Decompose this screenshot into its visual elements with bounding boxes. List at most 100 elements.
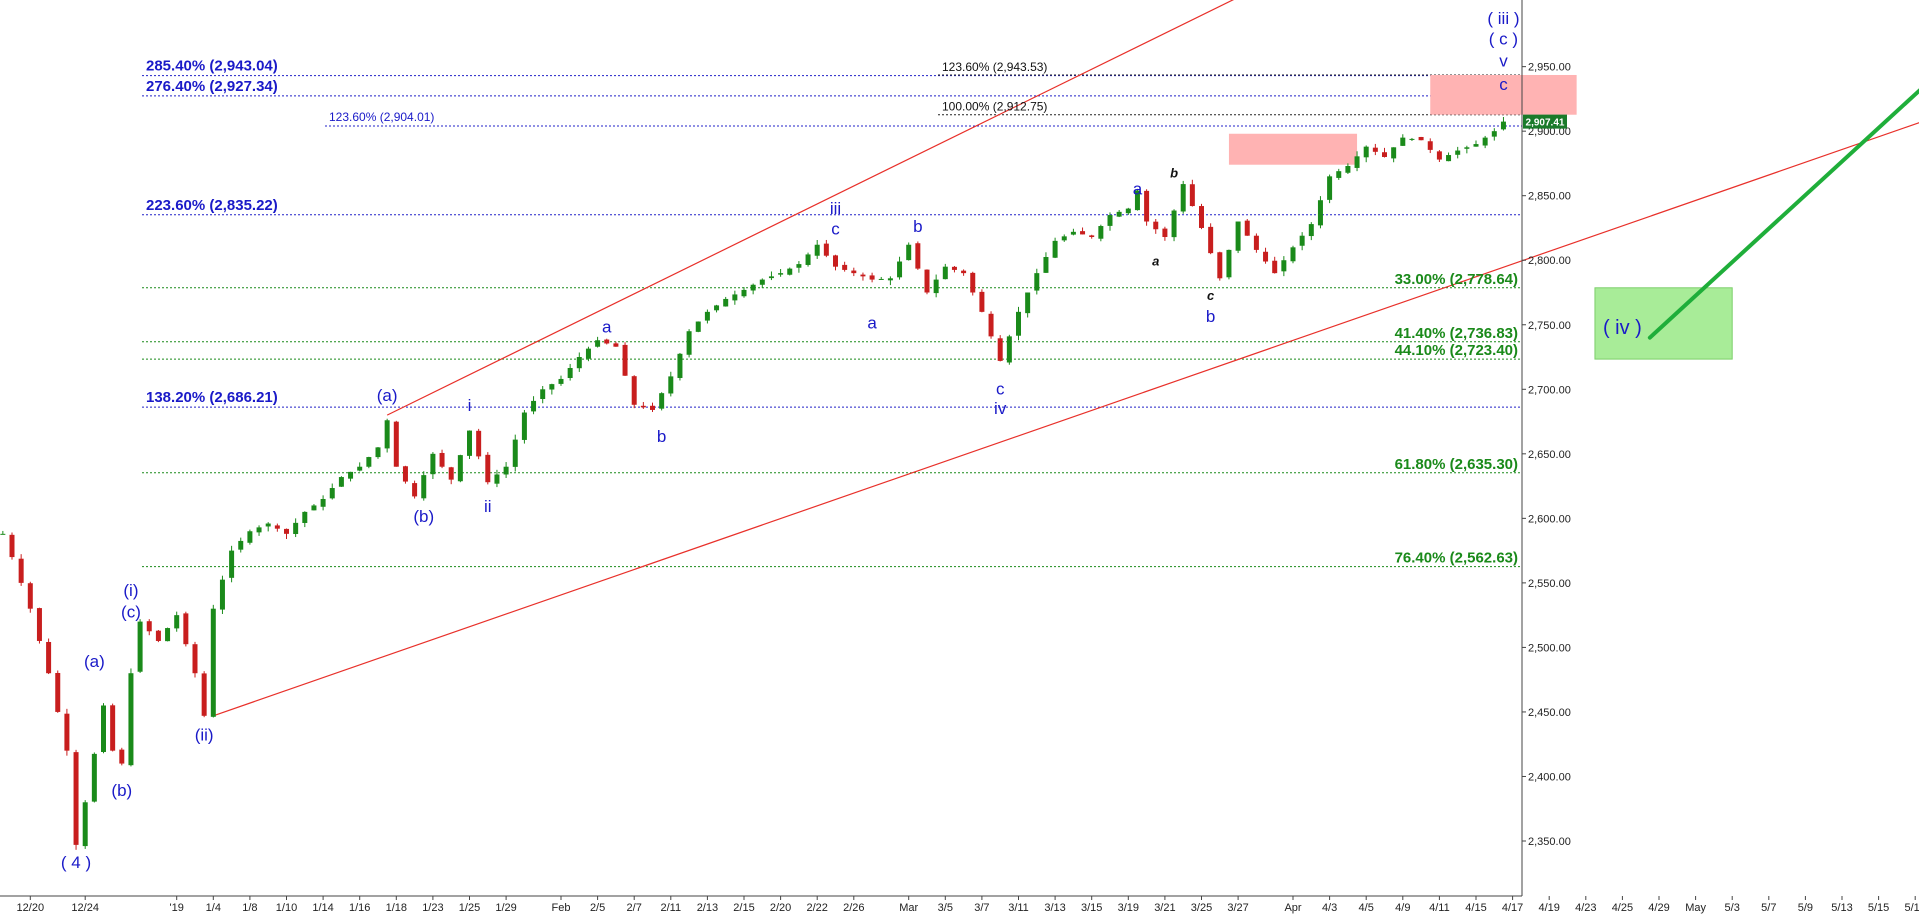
candle-body <box>101 705 106 753</box>
y-tick-label: 2,400.00 <box>1528 771 1571 783</box>
candle-body <box>622 344 628 376</box>
candle-body <box>869 275 875 280</box>
x-tick-label: 1/4 <box>206 902 221 914</box>
y-tick-label: 2,650.00 <box>1528 449 1571 461</box>
candle-body <box>467 430 472 456</box>
x-tick-label: 3/11 <box>1008 902 1029 914</box>
candle-body <box>695 321 701 332</box>
candle-body <box>1052 240 1058 258</box>
candle-body <box>549 384 555 390</box>
candle-body <box>1281 260 1287 272</box>
candle-body <box>1290 247 1296 262</box>
x-tick-label: 4/29 <box>1648 902 1669 914</box>
candle-body <box>979 291 985 312</box>
fib-level-label: 41.40% (2,736.83) <box>1395 325 1518 342</box>
wave-label: c <box>1499 75 1508 94</box>
x-tick-label: 5/13 <box>1831 902 1852 914</box>
x-tick-label: 2/7 <box>627 902 642 914</box>
candle-body <box>1455 150 1461 155</box>
fib-level-label: 285.40% (2,943.04) <box>146 58 278 75</box>
x-tick-label: 5/15 <box>1868 902 1889 914</box>
x-tick-label: 4/9 <box>1395 902 1410 914</box>
candle-body <box>219 579 225 610</box>
x-tick-label: 3/13 <box>1044 902 1065 914</box>
x-tick-label: 5/7 <box>1761 902 1776 914</box>
candle-body <box>915 243 921 269</box>
candle-body <box>741 289 747 297</box>
wave-label: a <box>867 314 877 333</box>
fib-level-label: 123.60% (2,904.01) <box>329 110 434 124</box>
x-tick-label: Feb <box>552 902 571 914</box>
candle-body <box>430 453 436 475</box>
fib-level-label: 223.60% (2,835.22) <box>146 197 278 214</box>
x-tick-label: 2/11 <box>661 902 682 914</box>
candle-body <box>229 550 235 578</box>
candle-body <box>704 311 710 321</box>
candle-body <box>155 630 161 641</box>
candle-body <box>576 357 582 369</box>
candle-body <box>1491 131 1497 137</box>
y-tick-label: 2,950.00 <box>1528 62 1571 74</box>
candle-body <box>1436 151 1442 160</box>
candle-body <box>247 531 253 543</box>
candle-body <box>1208 226 1214 254</box>
candle-body <box>329 488 335 499</box>
candle-body <box>585 348 591 359</box>
candle-body <box>110 705 116 751</box>
candle-body <box>256 527 262 533</box>
x-tick-label: 1/29 <box>495 902 516 914</box>
candle-body <box>1043 257 1049 273</box>
candle-body <box>659 393 665 409</box>
candle-body <box>1171 210 1177 238</box>
y-tick-label: 2,800.00 <box>1528 255 1571 267</box>
wave-label: (b) <box>111 781 132 800</box>
candle-body <box>1199 206 1204 228</box>
candle-body <box>1226 249 1232 278</box>
x-tick-label: 4/19 <box>1538 902 1559 914</box>
wave-label: i <box>468 396 472 415</box>
candle-body <box>1372 147 1378 152</box>
wave-label: (b) <box>413 507 434 526</box>
candle-body <box>1116 211 1122 217</box>
x-tick-label: 1/23 <box>422 902 443 914</box>
candle-body <box>1061 236 1067 241</box>
candle-body <box>1382 152 1387 157</box>
x-tick-label: 2/15 <box>733 902 754 914</box>
candle-body <box>540 389 546 400</box>
x-tick-label: May <box>1685 902 1706 914</box>
candle-body <box>997 338 1003 361</box>
candle-body <box>27 583 33 609</box>
candle-body <box>604 339 610 344</box>
candle-body <box>265 523 271 527</box>
x-tick-label: 5/17 <box>1904 902 1919 914</box>
candle-body <box>567 367 573 378</box>
candle-body <box>1153 221 1159 230</box>
x-tick-label: 1/16 <box>349 902 370 914</box>
candle-body <box>887 278 893 281</box>
candle-body <box>274 525 280 529</box>
x-tick-label: 4/11 <box>1429 902 1450 914</box>
candle-body <box>1409 138 1415 140</box>
wave-label: ( c ) <box>1489 30 1518 49</box>
candle-body <box>55 672 61 712</box>
candle-body <box>503 466 509 475</box>
candle-body <box>823 243 829 256</box>
candle-body <box>851 270 857 274</box>
candle-body <box>448 467 454 480</box>
candle-body <box>933 279 939 294</box>
candle-body <box>64 713 70 751</box>
candle-body <box>906 244 912 261</box>
wave-label: ( iii ) <box>1487 9 1519 28</box>
candle-body <box>814 244 820 256</box>
level-labels: 285.40% (2,943.04) 276.40% (2,927.34) 123.… <box>146 58 1518 567</box>
candle-body <box>174 615 180 629</box>
candle-body <box>1016 311 1021 336</box>
y-tick-label: 2,900.00 <box>1528 126 1571 138</box>
last-price-tag <box>1523 114 1567 129</box>
price-candles <box>0 116 1506 850</box>
candle-body <box>137 621 143 672</box>
y-tick-label: 2,550.00 <box>1528 578 1571 590</box>
x-tick-label: 1/8 <box>242 902 257 914</box>
candle-body <box>18 558 24 583</box>
wave-label: (a) <box>84 652 105 671</box>
